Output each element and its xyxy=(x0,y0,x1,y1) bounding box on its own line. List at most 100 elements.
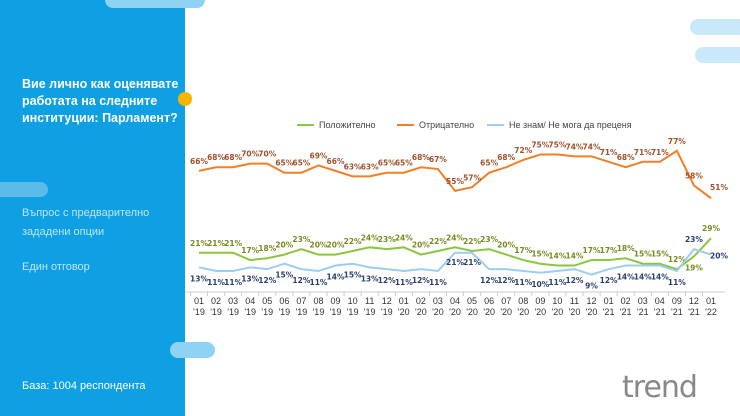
x-tick-month: 06 xyxy=(484,296,494,306)
data-label: 55% xyxy=(446,177,464,186)
data-label: 65% xyxy=(292,159,310,168)
data-label: 20% xyxy=(497,241,515,250)
data-label: 11% xyxy=(514,278,532,287)
data-label: 71% xyxy=(651,148,669,157)
data-label: 72% xyxy=(514,146,532,155)
x-tick-label: 09'19 xyxy=(330,296,342,317)
data-label: 12% xyxy=(292,276,310,285)
x-tick-month: 02 xyxy=(211,296,221,306)
data-label: 22% xyxy=(429,237,447,246)
data-label: 65% xyxy=(378,159,396,168)
data-label: 14% xyxy=(327,273,345,282)
data-label: 23% xyxy=(378,235,396,244)
data-label: 11% xyxy=(429,278,447,287)
data-label: 18% xyxy=(617,244,635,253)
data-label: 20% xyxy=(275,241,293,250)
x-tick-month: 04 xyxy=(655,296,665,306)
trend-logo: trend xyxy=(622,370,698,405)
data-label: 12% xyxy=(668,255,686,264)
x-tick-month: 10 xyxy=(348,296,358,306)
x-tick-label: 07'20 xyxy=(500,296,512,317)
decor-pill xyxy=(0,182,48,197)
x-tick-year: '19 xyxy=(330,307,342,317)
x-tick-month: 01 xyxy=(706,296,716,306)
data-label: 10% xyxy=(531,280,549,289)
x-tick-label: 03'20 xyxy=(432,296,444,317)
x-tick-label: 05'19 xyxy=(261,296,273,317)
decor-pill xyxy=(170,342,215,358)
data-label: 68% xyxy=(224,153,242,162)
x-tick-label: 02'20 xyxy=(415,296,427,317)
data-label: 63% xyxy=(344,162,362,171)
x-tick-month: 07 xyxy=(296,296,306,306)
data-label: 15% xyxy=(531,250,549,259)
x-tick-year: '21 xyxy=(637,307,649,317)
data-label: 14% xyxy=(634,273,652,282)
x-tick-label: 10'19 xyxy=(347,296,359,317)
data-label: 74% xyxy=(583,142,601,151)
x-tick-month: 07 xyxy=(501,296,511,306)
data-label: 66% xyxy=(190,157,208,166)
x-tick-label: 02'21 xyxy=(620,296,632,317)
page-title: Вие лично как оценявате работата на след… xyxy=(22,77,179,125)
data-label: 71% xyxy=(634,148,652,157)
x-tick-year: '19 xyxy=(381,307,393,317)
data-label: 13% xyxy=(241,274,259,283)
x-tick-month: 03 xyxy=(638,296,648,306)
data-label: 17% xyxy=(241,246,259,255)
x-tick-year: '19 xyxy=(296,307,308,317)
x-tick-month: 03 xyxy=(228,296,238,306)
x-tick-year: '20 xyxy=(534,307,546,317)
left-panel xyxy=(0,0,185,416)
x-tick-year: '19 xyxy=(227,307,239,317)
data-label: 20% xyxy=(309,241,327,250)
x-tick-label: 03'19 xyxy=(227,296,239,317)
x-tick-label: 09'21 xyxy=(671,296,683,317)
data-label: 9% xyxy=(585,282,598,291)
data-label: 11% xyxy=(395,278,413,287)
data-label: 63% xyxy=(361,162,379,171)
x-tick-year: '19 xyxy=(244,307,256,317)
x-tick-label: 06'20 xyxy=(483,296,495,317)
x-tick-year: '20 xyxy=(500,307,512,317)
x-tick-label: 01'19 xyxy=(193,296,205,317)
x-tick-label: 10'20 xyxy=(552,296,564,317)
data-label: 68% xyxy=(207,153,225,162)
x-tick-label: 07'19 xyxy=(296,296,308,317)
x-tick-year: '19 xyxy=(210,307,222,317)
x-tick-label: 11'20 xyxy=(569,296,581,317)
x-tick-month: 02 xyxy=(416,296,426,306)
x-tick-month: 09 xyxy=(672,296,682,306)
accent-dot xyxy=(178,92,192,106)
data-label: 67% xyxy=(429,155,447,164)
data-label: 15% xyxy=(651,250,669,259)
x-tick-label: 01'22 xyxy=(705,296,717,317)
data-label: 70% xyxy=(241,150,259,159)
series-line xyxy=(198,149,712,199)
data-label: 13% xyxy=(361,274,379,283)
data-label: 24% xyxy=(395,233,413,242)
x-tick-month: 09 xyxy=(535,296,545,306)
data-label: 24% xyxy=(361,233,379,242)
x-tick-label: 08'19 xyxy=(313,296,325,317)
data-label: 12% xyxy=(378,276,396,285)
data-label: 17% xyxy=(583,246,601,255)
data-label: 58% xyxy=(685,171,703,180)
data-label: 15% xyxy=(344,271,362,280)
x-tick-month: 03 xyxy=(433,296,443,306)
x-tick-year: '19 xyxy=(364,307,376,317)
data-label: 51% xyxy=(710,183,728,192)
decor-pill xyxy=(105,0,205,8)
x-tick-year: '20 xyxy=(432,307,444,317)
x-tick-year: '20 xyxy=(517,307,529,317)
data-label: 71% xyxy=(600,148,618,157)
x-tick-label: 01'20 xyxy=(398,296,410,317)
legend-label: Отрицателно xyxy=(419,120,474,130)
x-tick-year: '19 xyxy=(193,307,205,317)
data-label: 13% xyxy=(190,274,208,283)
x-tick-year: '20 xyxy=(415,307,427,317)
data-label: 21% xyxy=(463,258,481,267)
x-tick-month: 01 xyxy=(604,296,614,306)
x-tick-label: 04'20 xyxy=(449,296,461,317)
base-size: База: 1004 респондента xyxy=(22,380,146,392)
